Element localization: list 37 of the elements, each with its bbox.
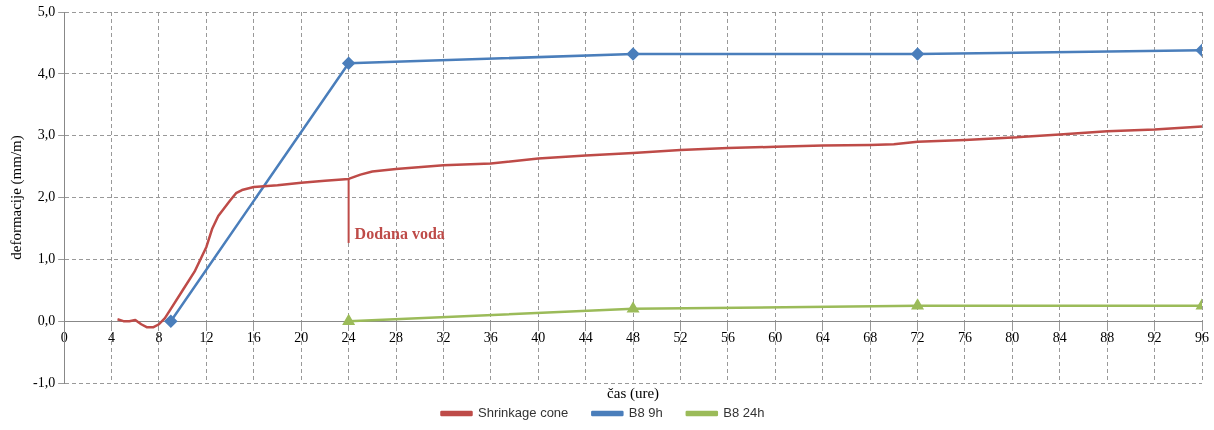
x-tick-label: 36 (483, 330, 498, 346)
x-tick-label: 40 (531, 330, 546, 346)
x-tick-label: 72 (910, 330, 925, 346)
x-tick-label: 60 (768, 330, 783, 346)
x-tick-label: 76 (957, 330, 972, 346)
x-tick-label: 84 (1052, 330, 1067, 346)
x-tick-label: 52 (673, 330, 688, 346)
x-tick-label: 96 (1195, 330, 1209, 346)
x-tick-label: 88 (1100, 330, 1115, 346)
legend-label: Shrinkage cone (477, 405, 569, 421)
x-tick-label: 44 (578, 330, 593, 346)
y-tick-label: 5,0 (37, 3, 56, 19)
x-tick-label: 24 (341, 330, 356, 346)
y-tick-label: 3,0 (37, 127, 56, 143)
x-tick-label: 4 (108, 330, 116, 346)
y-axis-title: deformacije (mm/m) (7, 135, 25, 260)
x-tick-label: 32 (436, 330, 451, 346)
y-tick-label: 2,0 (37, 189, 56, 205)
y-tick-label: 0,0 (37, 312, 56, 328)
x-tick-label: 48 (626, 330, 641, 346)
x-tick-label: 12 (199, 330, 214, 346)
y-tick-label: -1,0 (32, 374, 56, 390)
y-tick-label: 4,0 (37, 65, 56, 81)
x-tick-label: 64 (815, 330, 830, 346)
x-tick-label: 56 (720, 330, 735, 346)
legend-label: B8 9h (628, 405, 663, 421)
y-tick-label: 1,0 (37, 251, 56, 267)
x-tick-label: 20 (294, 330, 309, 346)
x-axis-title: čas (ure) (607, 385, 660, 403)
legend-label: B8 24h (723, 405, 765, 421)
x-tick-label: 28 (389, 330, 404, 346)
annotation: Dodana voda (354, 225, 445, 243)
x-tick-label: 68 (863, 330, 878, 346)
x-tick-label: 16 (246, 330, 261, 346)
x-tick-label: 8 (155, 330, 163, 346)
x-tick-label: 80 (1005, 330, 1020, 346)
x-tick-label: 92 (1147, 330, 1162, 346)
